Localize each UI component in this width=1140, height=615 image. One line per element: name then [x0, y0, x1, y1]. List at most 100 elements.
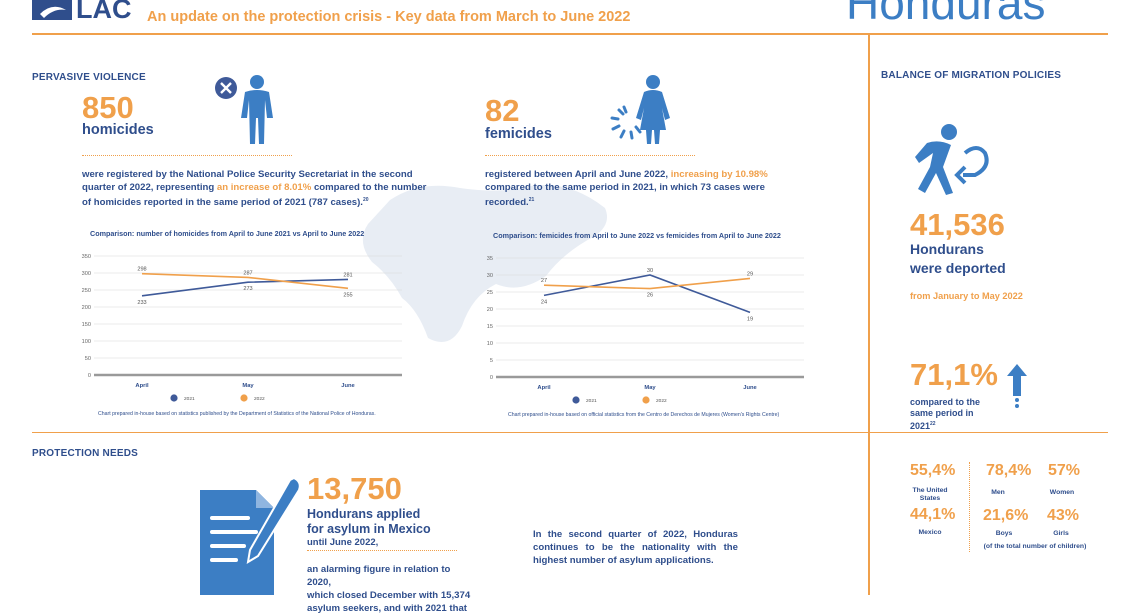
country-title: Honduras	[846, 0, 1046, 29]
header: LAC An update on the protection crisis -…	[0, 0, 1140, 34]
asylum-right-text: In the second quarter of 2022, Honduras …	[533, 529, 738, 566]
homicides-text-a: were registered by the National Police S…	[82, 169, 413, 193]
y-tick-label: 150	[82, 322, 91, 328]
y-tick-label: 25	[487, 290, 493, 296]
series-line-2022	[141, 272, 349, 290]
y-tick-label: 30	[487, 273, 493, 279]
femicides-chart-source: Chart prepared in-house based on officia…	[508, 412, 780, 418]
y-tick-label: 15	[487, 324, 493, 330]
homicides-footnote: 20	[362, 197, 369, 203]
y-tick-label: 35	[487, 256, 493, 262]
arrow-up-icon	[1007, 364, 1027, 408]
homicides-chart-title: Comparison: number of homicides from Apr…	[90, 229, 365, 238]
legend-marker-2021	[170, 394, 178, 402]
deported-period: from January to May 2022	[910, 291, 1023, 301]
femicides-increase: increasing by 10.98%	[670, 169, 768, 180]
femicides-label: femicides	[485, 126, 552, 142]
data-label: 233	[137, 300, 146, 306]
migration-section-title: BALANCE OF MIGRATION POLICIES	[881, 70, 1062, 81]
logo-text: LAC	[76, 0, 132, 24]
x-tick-label: May	[644, 385, 656, 391]
x-tick-label: April	[135, 383, 149, 389]
logo-mark-icon	[32, 0, 72, 20]
deported-person-icon	[915, 124, 989, 195]
legend-label: 2022	[254, 396, 265, 402]
women-label: Women	[1049, 489, 1075, 496]
mx-pct: 44,1%	[910, 506, 956, 523]
breakdown-divider	[969, 462, 970, 552]
asylum-text-2: which closed December with 15,374	[307, 590, 471, 601]
us-pct: 55,4%	[910, 462, 956, 479]
violence-section-title: PERVASIVE VIOLENCE	[32, 72, 146, 83]
men-label: Men	[991, 489, 1005, 496]
homicides-line-chart: 0 50 100 150 200 250 300 350 April May June 233 273 2…	[82, 254, 402, 402]
femicides-text-b: compared to the same period in 2021, in …	[485, 182, 765, 209]
data-label: 30	[647, 268, 653, 274]
legend-marker-2022	[642, 396, 650, 404]
data-label: 273	[243, 286, 252, 292]
data-label: 27	[541, 278, 547, 284]
femicides-footnote: 21	[528, 197, 535, 203]
legend-label: 2022	[656, 398, 667, 404]
femicides-text-a: registered between April and June 2022,	[485, 169, 671, 180]
series-line-2021	[141, 278, 349, 297]
x-tick-label: May	[242, 383, 254, 389]
data-label: 19	[747, 316, 753, 322]
protection-section-title: PROTECTION NEEDS	[32, 448, 138, 459]
homicides-divider	[82, 155, 292, 156]
homicides-number: 850	[82, 90, 134, 125]
data-label: 26	[647, 293, 653, 299]
data-label: 287	[243, 270, 252, 276]
x-tick-label: April	[537, 385, 551, 391]
asylum-divider	[307, 550, 457, 551]
series-line-2021	[543, 274, 751, 314]
increase-pct: 71,1%	[910, 357, 998, 392]
column-divider	[868, 34, 870, 595]
asylum-text: an alarming figure in relation to 2020, …	[307, 563, 477, 615]
homicides-label: homicides	[82, 122, 154, 138]
increase-footnote: 22	[930, 421, 936, 427]
data-label: 29	[747, 271, 753, 277]
us-label: The United States	[912, 487, 948, 502]
increase-line-3: 2021	[910, 421, 931, 431]
y-tick-label: 0	[88, 373, 91, 379]
women-pct: 57%	[1048, 462, 1081, 479]
boys-pct: 21,6%	[983, 507, 1029, 524]
data-label: 281	[343, 272, 352, 278]
increase-line-1: compared to the	[910, 397, 981, 407]
increase-line-2: same period in	[910, 408, 974, 418]
y-tick-label: 250	[82, 288, 91, 294]
y-tick-label: 350	[82, 254, 91, 260]
honduras-map-shape	[362, 184, 608, 342]
data-label: 255	[343, 292, 352, 298]
migration-divider	[868, 432, 1108, 433]
asylum-line2: for asylum in Mexico	[307, 522, 431, 536]
legend-label: 2021	[586, 398, 597, 404]
asylum-text-3: asylum seekers, and with 2021 that	[307, 603, 467, 614]
girls-label: Girls	[1053, 530, 1069, 537]
legend-marker-2022	[240, 394, 248, 402]
data-label: 24	[541, 299, 547, 305]
femicides-text: registered between April and June 2022, …	[485, 168, 815, 209]
asylum-line1: Hondurans applied	[307, 507, 421, 521]
section-divider	[32, 432, 868, 433]
mx-label: Mexico	[918, 529, 942, 536]
asylum-number: 13,750	[307, 471, 402, 506]
x-tick-label: June	[341, 383, 355, 389]
asylum-text-1: an alarming figure in relation to 2020,	[307, 564, 451, 588]
asylum-form-icon	[200, 476, 301, 595]
femicides-line-chart: 0 5 10 15 20 25 30 35 April May June 24 30 19 27 26 29 20…	[487, 256, 804, 404]
deported-number: 41,536	[910, 207, 1005, 242]
y-tick-label: 100	[82, 339, 91, 345]
homicides-increase: an increase of 8.01%	[216, 182, 312, 193]
boys-label: Boys	[995, 530, 1013, 537]
deported-line2: were deported	[910, 260, 1006, 276]
increase-text: compared to the same period in 202122	[910, 397, 980, 432]
y-tick-label: 300	[82, 271, 91, 277]
homicides-text-b: compared to the number of homicides repo…	[82, 182, 427, 209]
y-tick-label: 10	[487, 341, 493, 347]
y-tick-label: 5	[490, 358, 493, 364]
y-tick-label: 50	[85, 356, 91, 362]
asylum-line3: until June 2022,	[307, 537, 379, 548]
series-line-2022	[543, 277, 751, 290]
